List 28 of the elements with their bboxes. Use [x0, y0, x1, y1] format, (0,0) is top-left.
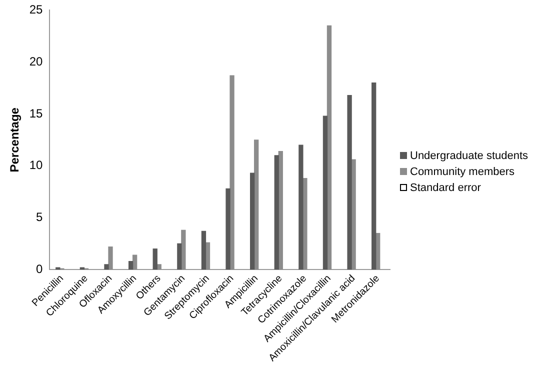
bar — [177, 243, 182, 270]
bar — [104, 264, 109, 270]
legend-label: Community members — [410, 166, 515, 178]
bar — [274, 155, 279, 270]
bar — [250, 172, 255, 270]
bar — [226, 188, 230, 270]
bar — [128, 260, 134, 270]
y-tick-label: 25 — [29, 2, 44, 17]
legend-label: Undergraduate students — [410, 150, 528, 162]
bar — [108, 246, 113, 270]
y-axis-title: Percentage — [8, 107, 22, 172]
bar — [132, 254, 138, 270]
bar — [80, 267, 85, 270]
bar — [152, 248, 158, 270]
bar — [322, 116, 328, 270]
legend-label: Standard error — [410, 182, 481, 194]
bar — [326, 25, 332, 270]
y-tick-label: 10 — [29, 158, 44, 172]
bar — [201, 230, 206, 270]
y-tick-label: 5 — [36, 210, 44, 224]
bar — [230, 75, 234, 270]
bar — [372, 82, 376, 270]
y-tick-label: 20 — [29, 54, 44, 68]
bar — [298, 144, 304, 270]
y-tick-label: 15 — [29, 106, 44, 120]
bar — [347, 94, 352, 270]
y-tick-label: 0 — [36, 262, 44, 276]
bar — [56, 267, 60, 270]
